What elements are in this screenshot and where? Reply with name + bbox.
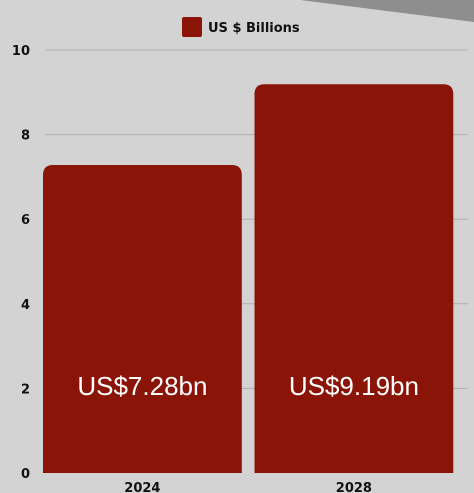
y-tick-label: 0	[21, 467, 30, 482]
axes: 0 2 4 6 8 10 2024 2028	[12, 44, 372, 493]
legend-swatch	[182, 17, 202, 37]
x-tick-label-2028: 2028	[336, 481, 372, 493]
legend: US $ Billions	[182, 17, 300, 37]
data-label-2024: US$7.28bn	[77, 371, 207, 401]
y-tick-label: 8	[21, 129, 30, 144]
x-tick-label-2024: 2024	[124, 481, 160, 493]
y-tick-label: 10	[12, 44, 30, 59]
data-labels: US$7.28bn US$9.19bn	[77, 371, 419, 401]
corner-accent	[300, 0, 474, 22]
y-tick-label: 4	[21, 298, 30, 313]
data-label-2028: US$9.19bn	[289, 371, 419, 401]
y-tick-label: 2	[21, 382, 30, 397]
y-tick-label: 6	[21, 213, 30, 228]
bars	[43, 84, 454, 473]
legend-label: US $ Billions	[208, 21, 300, 36]
bar-2028	[254, 84, 454, 473]
bar-2024	[43, 165, 242, 473]
